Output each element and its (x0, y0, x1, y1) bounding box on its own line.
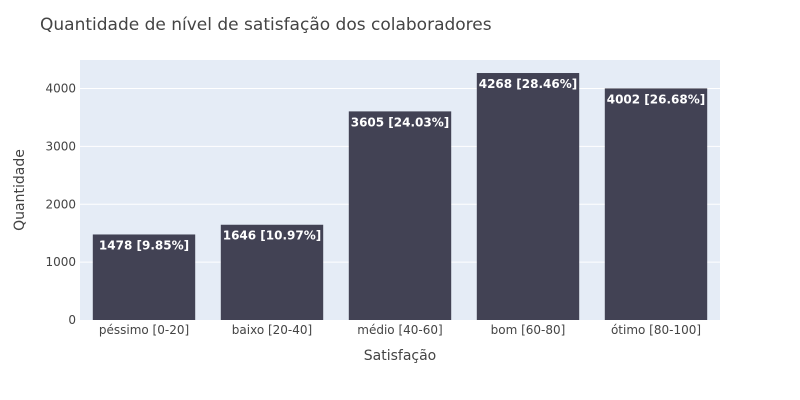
bar (220, 224, 324, 320)
y-tick-label: 2000 (45, 197, 76, 211)
x-tick-label: péssimo [0-20] (99, 323, 189, 337)
chart-title: Quantidade de nível de satisfação dos co… (40, 15, 492, 35)
x-axis-ticks: péssimo [0-20] baixo [20-40] médio [40-60]… (99, 323, 701, 337)
x-tick-label: médio [40-60] (357, 323, 442, 337)
y-tick-label: 1000 (45, 255, 76, 269)
bar-data-label: 4268 [28.46%] (479, 77, 578, 91)
x-tick-label: ótimo [80-100] (611, 323, 701, 337)
bar-data-label: 1646 [10.97%] (223, 229, 322, 243)
bar (348, 111, 452, 321)
y-tick-label: 3000 (45, 139, 76, 153)
bar (604, 88, 708, 320)
bar (92, 234, 196, 320)
x-tick-label: bom [60-80] (491, 323, 566, 337)
y-tick-label: 0 (68, 313, 76, 327)
y-axis-ticks: 0 1000 2000 3000 4000 (45, 82, 76, 327)
bar-data-label: 4002 [26.68%] (607, 92, 706, 106)
y-axis-title: Quantidade (12, 149, 28, 231)
x-tick-label: baixo [20-40] (232, 323, 312, 337)
bar (476, 73, 580, 320)
bars (92, 73, 708, 321)
x-axis-title: Satisfação (364, 348, 437, 364)
bar-data-label: 3605 [24.03%] (351, 115, 450, 129)
bar-labels: 1478 [9.85%] 1646 [10.97%] 3605 [24.03%] 42… (99, 77, 705, 252)
bar-data-label: 1478 [9.85%] (99, 238, 189, 252)
y-tick-label: 4000 (45, 82, 76, 96)
